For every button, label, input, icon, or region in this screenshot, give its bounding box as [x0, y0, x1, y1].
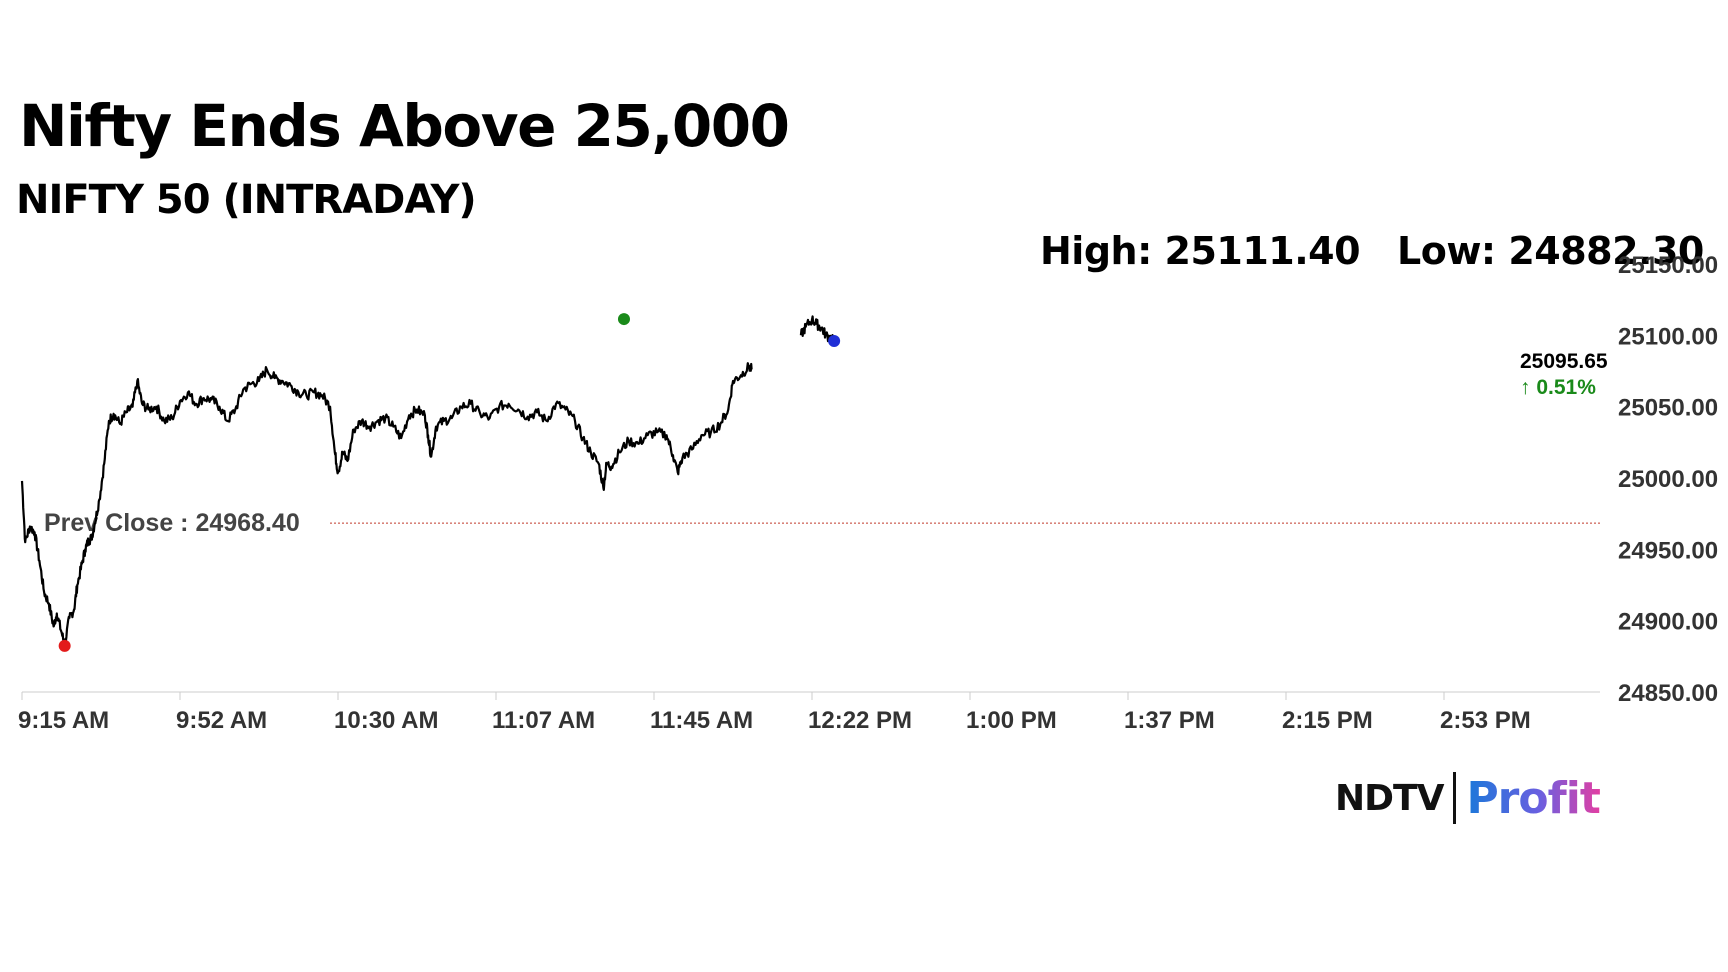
high-label: High: 25111.40	[1040, 229, 1361, 273]
price-series	[20, 315, 836, 647]
y-tick-label: 25150.00	[1618, 252, 1718, 279]
ndtv-profit-logo: NDTV Profit	[1335, 770, 1601, 826]
x-tick-label: 9:15 AM	[18, 707, 109, 734]
x-tick-label: 11:07 AM	[492, 707, 595, 734]
x-axis: 9:15 AM 9:52 AM 10:30 AM 11:07 AM 11:45 AM 12…	[18, 691, 1600, 734]
y-tick-label: 25050.00	[1618, 395, 1718, 422]
x-tick-label: 10:30 AM	[334, 707, 438, 734]
x-tick-label: 2:15 PM	[1282, 707, 1373, 734]
logo-divider	[1453, 772, 1457, 824]
last-price-label: 25095.65	[1520, 350, 1608, 373]
x-tick-label: 1:37 PM	[1124, 707, 1215, 734]
chart-markers: 25095.65 ↑ 0.51%	[58, 313, 1608, 652]
y-tick-label: 25000.00	[1618, 466, 1718, 493]
y-tick-label: 24950.00	[1618, 537, 1718, 564]
x-tick-label: 1:00 PM	[966, 707, 1057, 734]
prev-close-label: Prev Close : 24968.40	[44, 509, 300, 537]
page-title: Nifty Ends Above 25,000	[19, 92, 790, 160]
day-low-marker	[58, 639, 71, 652]
day-high-marker	[617, 313, 630, 326]
y-tick-label: 24850.00	[1618, 680, 1718, 707]
price-line-segment	[20, 362, 753, 647]
prev-close-reference: Prev Close : 24968.40	[44, 509, 1600, 537]
y-tick-label: 25100.00	[1618, 323, 1718, 350]
logo-ndtv-wordmark: NDTV	[1335, 777, 1444, 819]
chart-subtitle: NIFTY 50 (INTRADAY)	[16, 177, 477, 223]
y-axis: 25150.00 25100.00 25050.00 25000.00 24950.00…	[1618, 252, 1718, 707]
percent-change-label: ↑ 0.51%	[1520, 376, 1596, 399]
x-tick-label: 9:52 AM	[176, 707, 267, 734]
logo-profit-wordmark: Profit	[1466, 772, 1600, 824]
x-tick-label: 12:22 PM	[808, 707, 912, 734]
y-tick-label: 24900.00	[1618, 609, 1718, 636]
x-tick-label: 2:53 PM	[1440, 707, 1531, 734]
x-tick-label: 11:45 AM	[650, 707, 753, 734]
low-label: Low: 24882.30	[1397, 229, 1704, 273]
last-price-marker	[828, 335, 841, 348]
